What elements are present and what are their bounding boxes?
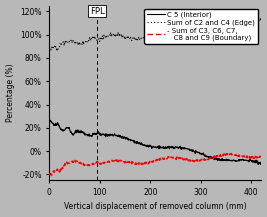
Y-axis label: Percentage (%): Percentage (%): [6, 64, 15, 122]
X-axis label: Vertical displacement of removed column (mm): Vertical displacement of removed column …: [64, 202, 247, 211]
Legend: C 5 (Interior), Sum of C2 and C4 (Edge), - Sum of C3, C6, C7,
   C8 and C9 (Boun: C 5 (Interior), Sum of C2 and C4 (Edge),…: [144, 9, 258, 44]
Text: FPL: FPL: [90, 7, 105, 16]
